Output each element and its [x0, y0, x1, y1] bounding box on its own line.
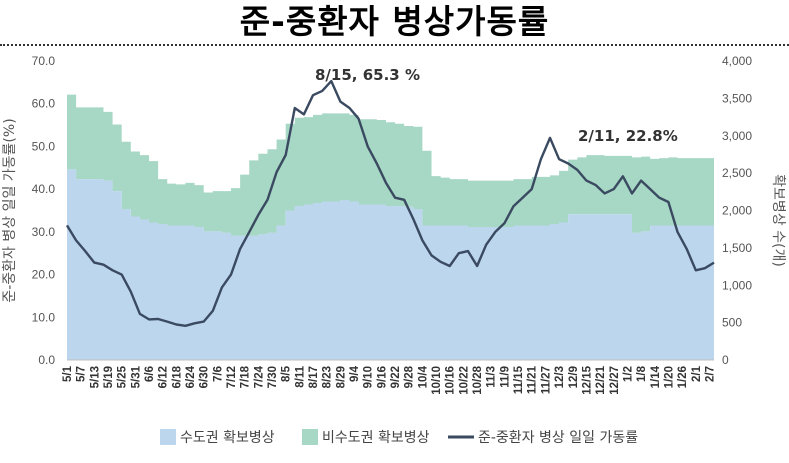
right-tick-label: 3,000 [722, 129, 752, 143]
x-tick-label: 9/16 [376, 366, 388, 388]
x-tick-label: 7/6 [212, 366, 224, 382]
x-tick-label: 5/25 [117, 365, 129, 388]
x-tick-label: 6/18 [171, 365, 183, 388]
x-tick-label: 11/9 [499, 366, 511, 388]
latest-annotation: 2/11, 22.8% [578, 127, 678, 145]
left-tick-label: 10.0 [32, 310, 56, 324]
occupancy-line-layer [65, 79, 715, 327]
x-tick-label: 1/8 [636, 365, 648, 382]
left-tick-label: 40.0 [32, 182, 56, 196]
x-tick-label: 10/22 [458, 366, 470, 395]
x-tick-label: 12/9 [568, 366, 580, 388]
x-tick-label: 5/19 [103, 366, 115, 388]
x-tick-label: 8/5 [281, 365, 293, 382]
x-tick-label: 10/28 [472, 365, 484, 394]
x-tick-label: 12/15 [581, 365, 593, 394]
legend-swatch-capital [160, 429, 176, 445]
x-tick-label: 9/28 [404, 365, 416, 388]
chart-legend: 수도권 확보병상 비수도권 확보병상 준-중환자 병상 일일 가동률 [160, 429, 638, 446]
left-tick-label: 60.0 [32, 97, 56, 111]
x-tick-label: 1/20 [663, 366, 675, 388]
x-tick-label: 8/29 [335, 366, 347, 388]
x-tick-label: 9/10 [363, 366, 375, 388]
right-tick-label: 3,500 [722, 91, 752, 105]
x-tick-label: 7/18 [240, 365, 252, 388]
x-tick-label: 12/27 [609, 366, 621, 395]
x-tick-label: 5/1 [62, 365, 74, 382]
right-tick-label: 500 [722, 316, 742, 330]
x-tick-label: 1/2 [622, 366, 634, 382]
noncapital-beds-area [67, 94, 714, 236]
x-tick-label: 10/4 [417, 365, 429, 388]
x-tick-label: 5/31 [130, 365, 142, 388]
legend-label-capital: 수도권 확보병상 [180, 430, 275, 446]
x-tick-label: 1/14 [650, 365, 662, 388]
x-tick-label: 11/21 [527, 365, 539, 394]
left-tick-label: 0.0 [38, 353, 55, 367]
x-tick-label: 7/12 [226, 366, 238, 388]
left-tick-label: 50.0 [32, 139, 56, 153]
x-tick-label: 11/27 [540, 366, 552, 394]
legend-label-rate: 준-중환자 병상 일일 가동률 [478, 430, 638, 446]
left-axis-title: 준-중환자 병상 일일 가동률(%) [2, 118, 18, 302]
right-tick-label: 1,500 [722, 241, 752, 255]
x-tick-label: 11/15 [513, 365, 525, 394]
right-axis-title: 확보병상 수(개) [770, 174, 786, 267]
x-tick-label: 8/11 [294, 365, 306, 387]
chart-axes: 0.0 10.0 20.0 30.0 40.0 50.0 60.0 70.0 0 500 1,000… [2, 54, 786, 395]
x-tick-label: 5/7 [76, 366, 88, 382]
x-tick-label: 7/30 [267, 366, 279, 388]
x-tick-label: 5/13 [89, 366, 101, 388]
legend-label-noncapital: 비수도권 확보병상 [322, 430, 430, 446]
left-tick-label: 70.0 [32, 54, 56, 68]
right-tick-label: 2,500 [722, 166, 752, 180]
x-tick-label: 6/30 [199, 366, 211, 388]
x-tick-label: 6/24 [185, 365, 197, 388]
right-tick-label: 2,000 [722, 204, 752, 218]
x-tick-label: 10/16 [445, 366, 457, 395]
right-tick-label: 1,000 [722, 278, 752, 292]
peak-annotation: 8/15, 65.3 % [315, 66, 420, 84]
x-tick-label: 12/21 [595, 365, 607, 394]
x-tick-label: 9/4 [349, 365, 361, 382]
x-tick-label: 8/23 [322, 366, 334, 388]
x-tick-label: 2/1 [691, 365, 703, 382]
occupancy-rate-line [65, 79, 715, 327]
x-tick-label: 2/7 [704, 366, 716, 382]
left-tick-label: 20.0 [32, 268, 56, 282]
x-tick-label: 10/10 [431, 366, 443, 395]
x-tick-label: 9/22 [390, 366, 402, 388]
bed-capacity-areas [67, 94, 714, 360]
chart-annotations: 8/15, 65.3 % 2/11, 22.8% [315, 66, 678, 145]
page-title: 준-중환자 병상가동률 [239, 2, 550, 41]
capital-beds-area [67, 169, 714, 360]
title-divider [0, 44, 789, 46]
left-tick-label: 30.0 [32, 225, 56, 239]
x-tick-label: 6/12 [158, 366, 170, 388]
x-tick-label: 6/6 [144, 366, 156, 382]
x-tick-label: 8/17 [308, 366, 320, 388]
legend-swatch-noncapital [302, 429, 318, 445]
right-tick-label: 0 [722, 353, 729, 367]
x-tick-label: 11/3 [486, 366, 498, 388]
right-tick-label: 4,000 [722, 54, 752, 68]
x-tick-label: 1/26 [677, 366, 689, 388]
x-tick-label: 12/3 [554, 366, 566, 388]
x-tick-label: 7/24 [253, 365, 265, 388]
